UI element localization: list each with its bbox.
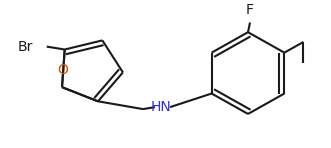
Text: Br: Br — [17, 40, 33, 54]
Text: F: F — [246, 3, 254, 17]
Text: O: O — [58, 63, 69, 77]
Text: HN: HN — [151, 100, 171, 114]
